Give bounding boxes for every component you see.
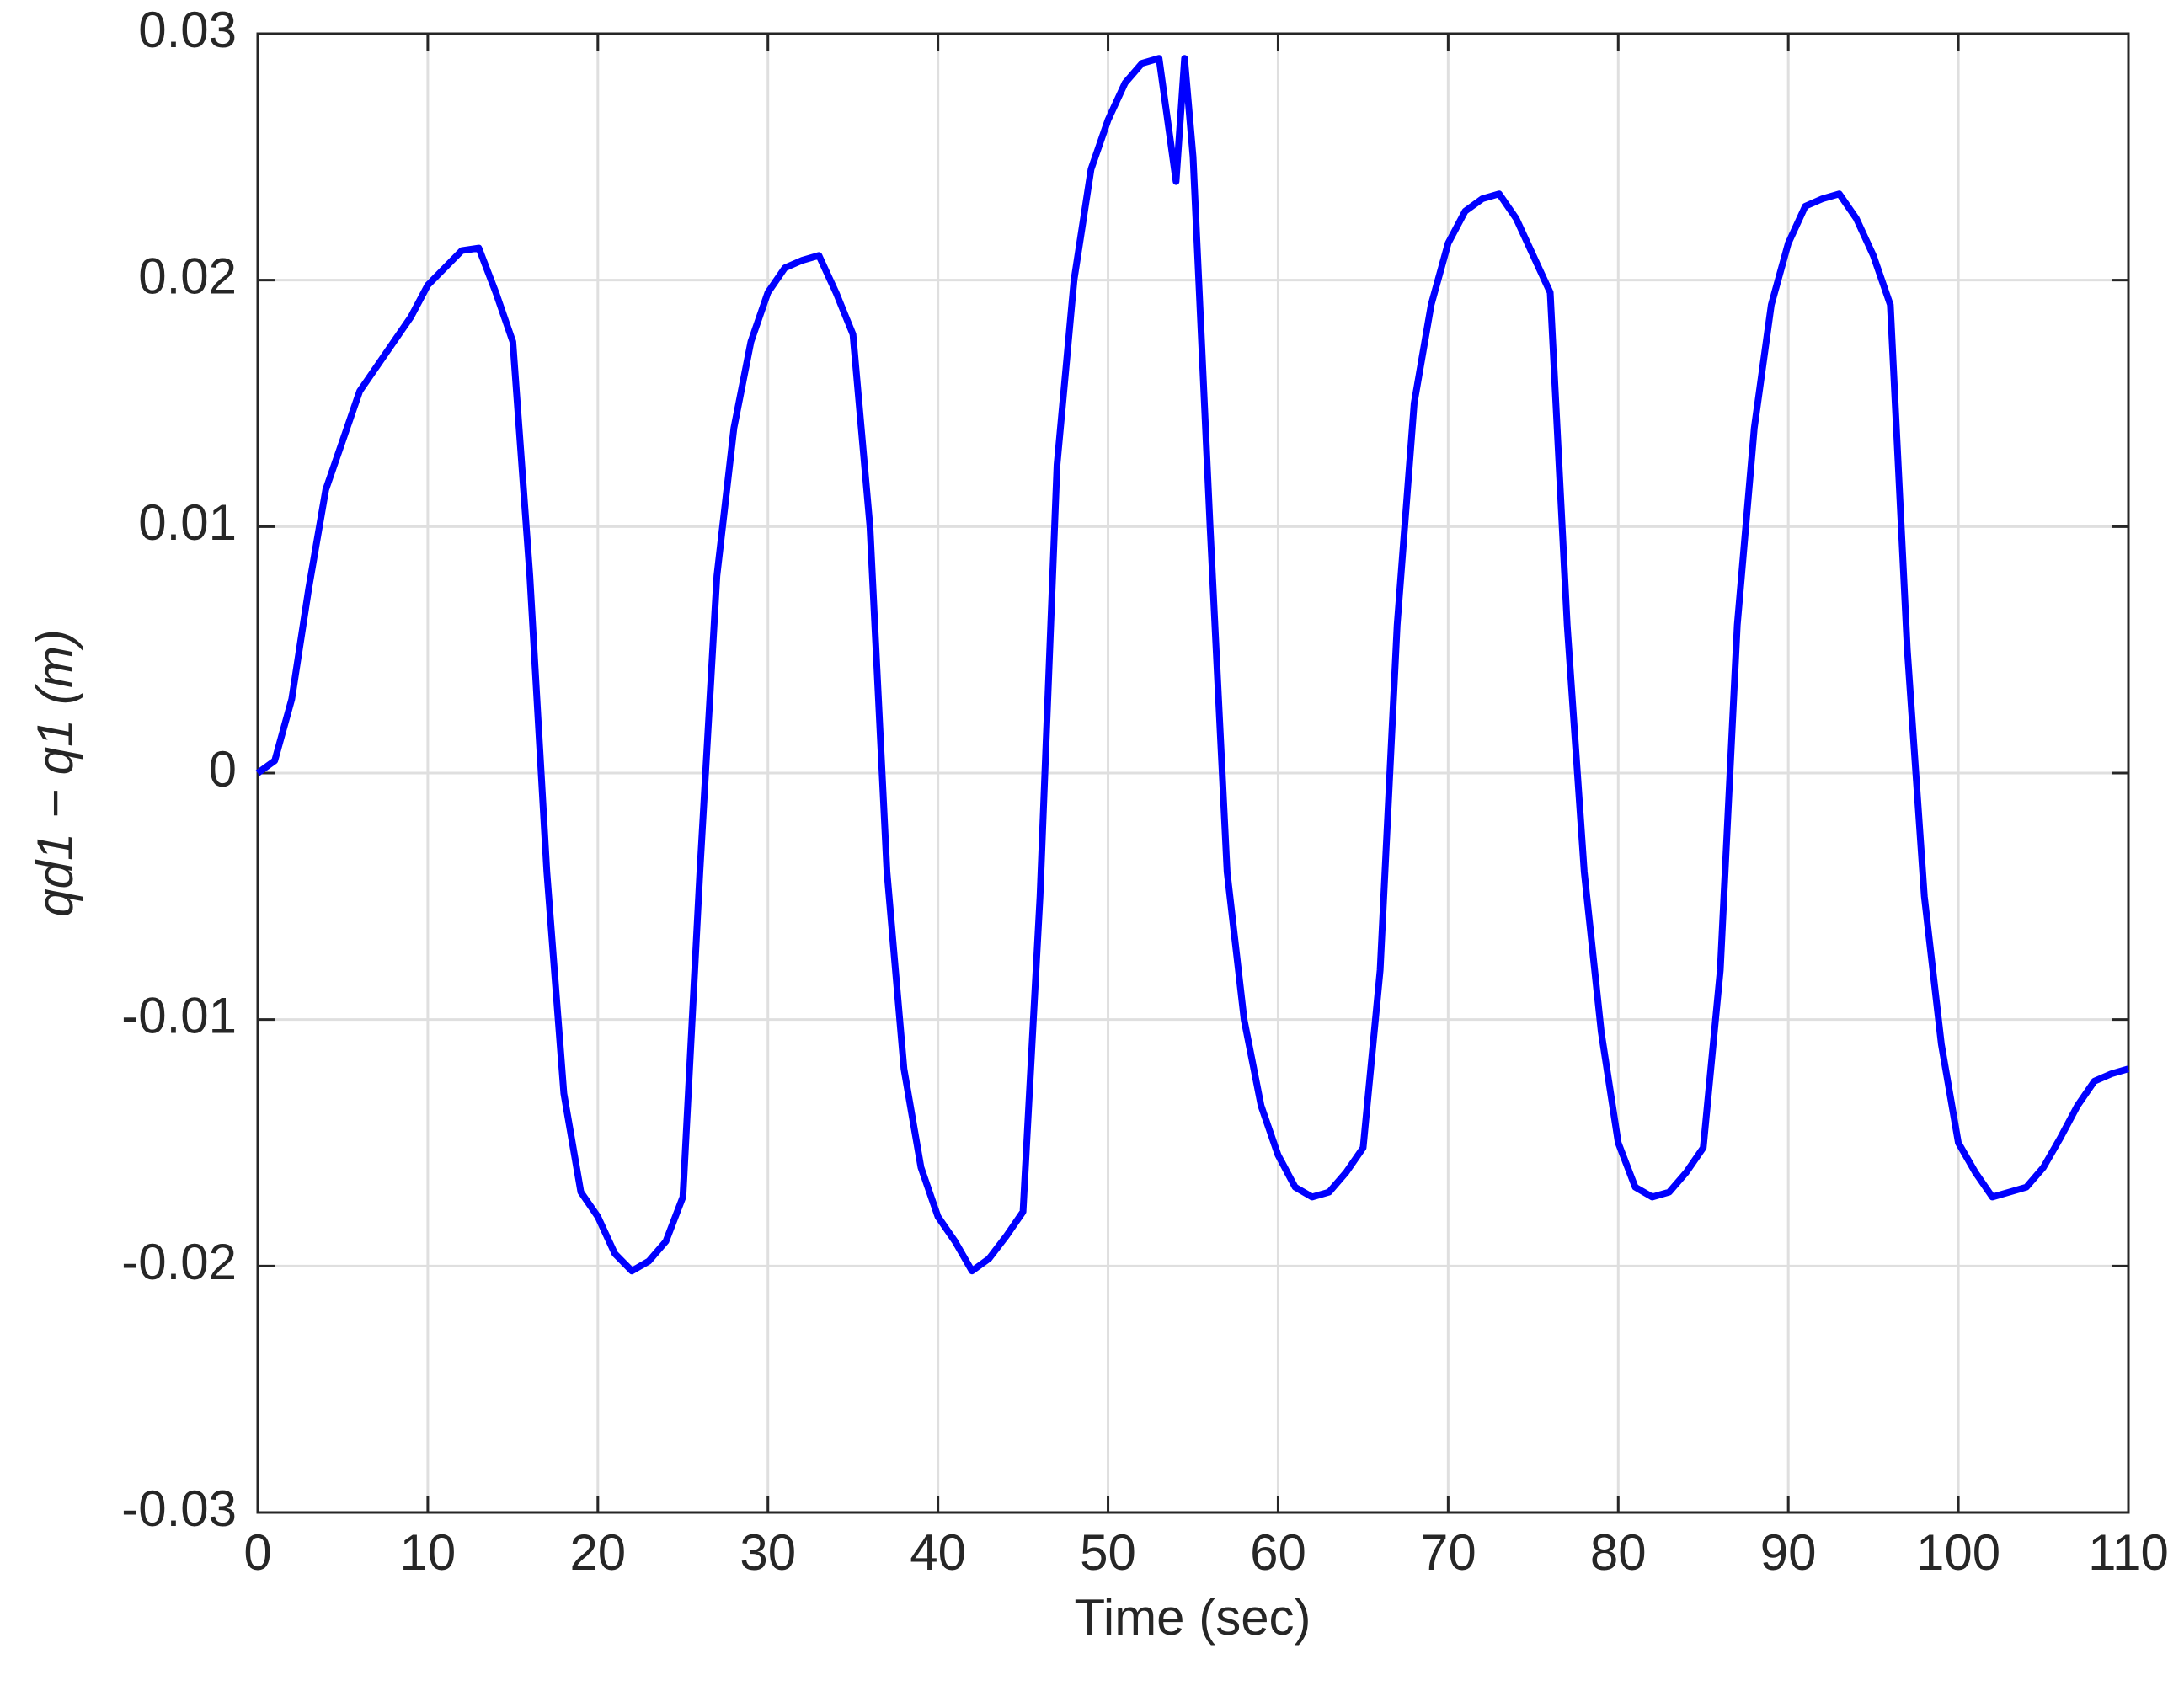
x-tick-label: 110: [2088, 1524, 2169, 1581]
x-tick-label: 50: [1080, 1524, 1136, 1581]
x-tick-label: 0: [243, 1524, 271, 1581]
y-tick-label: -0.03: [121, 1480, 237, 1537]
x-tick-label: 20: [569, 1524, 626, 1581]
x-tick-label: 30: [740, 1524, 796, 1581]
x-tick-label: 60: [1250, 1524, 1306, 1581]
y-tick-label: 0.01: [138, 494, 237, 551]
x-tick-label: 40: [910, 1524, 966, 1581]
y-axis-label: qd1 − q1 (m): [27, 629, 83, 917]
x-tick-label: 80: [1590, 1524, 1647, 1581]
y-tick-label: 0: [209, 741, 237, 797]
x-tick-label: 10: [400, 1524, 457, 1581]
y-tick-label: -0.02: [121, 1234, 237, 1290]
x-tick-label: 70: [1420, 1524, 1476, 1581]
x-tick-label: 100: [1916, 1524, 2000, 1581]
y-tick-label: -0.01: [121, 988, 237, 1044]
y-tick-label: 0.03: [138, 2, 237, 58]
data-line: [255, 55, 2130, 1275]
x-tick-label: 90: [1760, 1524, 1817, 1581]
y-tick-label: 0.02: [138, 248, 237, 305]
x-axis-label: Time (sec): [1074, 1589, 1311, 1646]
